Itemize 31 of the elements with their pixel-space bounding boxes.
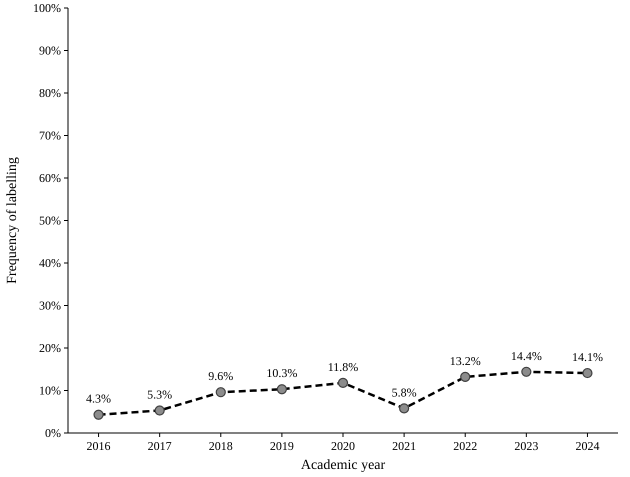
- y-tick-label: 40%: [39, 256, 61, 270]
- y-tick-label: 50%: [39, 214, 61, 228]
- data-label: 5.8%: [392, 385, 417, 400]
- x-tick-label: 2020: [331, 439, 355, 453]
- y-tick-label: 90%: [39, 44, 61, 58]
- y-tick-label: 20%: [39, 341, 61, 356]
- y-tick-label: 0%: [45, 426, 61, 440]
- x-tick-label: 2018: [208, 439, 233, 453]
- x-axis-title: Academic year: [300, 458, 386, 473]
- x-tick-label: 2021: [392, 439, 416, 453]
- data-label: 11.8%: [328, 360, 358, 374]
- x-tick-label: 2017: [148, 439, 172, 453]
- y-tick-label: 10%: [39, 384, 61, 398]
- x-tick-label: 2016: [86, 439, 111, 453]
- data-label: 5.3%: [147, 387, 172, 402]
- data-label: 4.3%: [86, 392, 112, 406]
- x-tick-label: 2024: [575, 439, 600, 453]
- y-tick-label: 70%: [39, 128, 61, 143]
- x-tick-label: 2022: [453, 439, 478, 453]
- data-label: 10.3%: [266, 366, 298, 380]
- x-tick-label: 2023: [514, 439, 538, 453]
- data-label: 9.6%: [208, 369, 234, 384]
- y-tick-label: 80%: [39, 86, 61, 100]
- data-label: 14.1%: [572, 350, 603, 364]
- y-tick-label: 100%: [33, 1, 61, 16]
- data-label: 13.2%: [450, 354, 481, 368]
- x-tick-label: 2019: [270, 439, 294, 453]
- y-axis-title: Frequency of labelling: [5, 157, 20, 284]
- data-label: 14.4%: [510, 348, 542, 363]
- y-tick-label: 60%: [39, 171, 61, 186]
- y-tick-label: 30%: [39, 298, 61, 313]
